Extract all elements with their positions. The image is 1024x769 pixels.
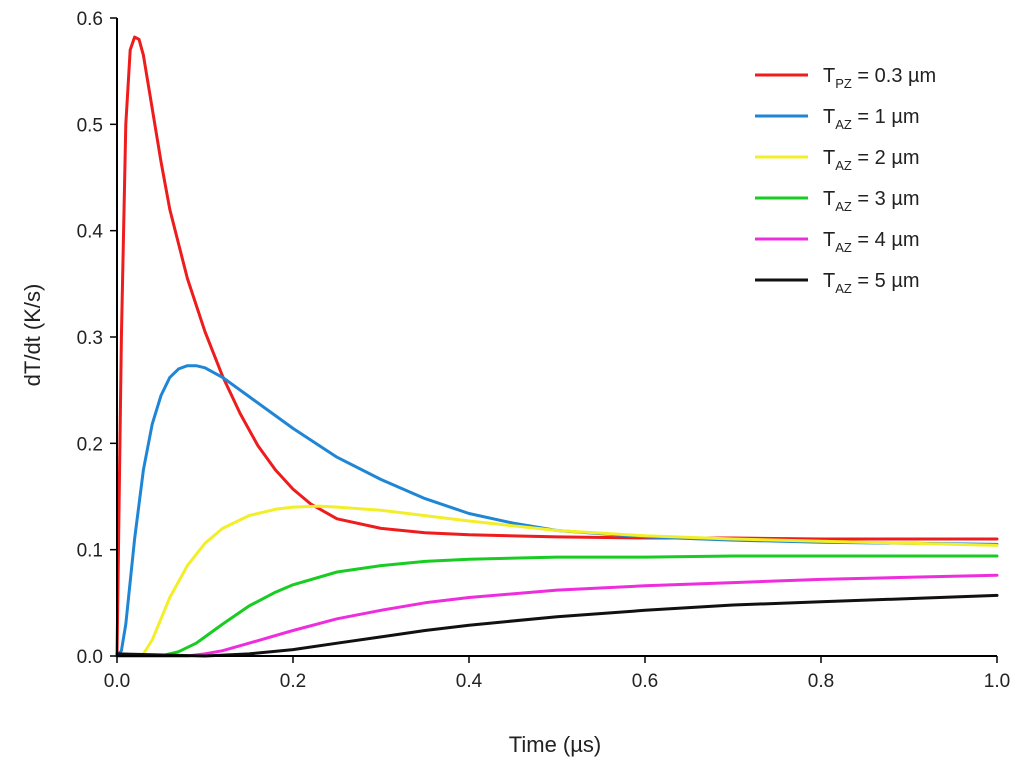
x-tick-label: 0.0 — [104, 671, 130, 692]
legend-label-5: TAZ = 4 µm — [823, 229, 920, 255]
x-tick-label: 0.8 — [808, 671, 834, 692]
legend-label-main: T — [823, 229, 835, 251]
legend-label-main: T — [823, 106, 835, 128]
legend-label-6: TAZ = 5 µm — [823, 270, 920, 296]
legend-label-subscript: AZ — [835, 281, 852, 296]
legend-label-main: T — [823, 147, 835, 169]
legend-label-rest: = 0.3 µm — [852, 65, 936, 87]
series-line-2 — [115, 364, 999, 658]
x-tick-label: 0.6 — [632, 671, 658, 692]
y-tick-label: 0.2 — [77, 434, 103, 455]
y-tick-label: 0.4 — [77, 222, 104, 243]
y-tick-label: 0.5 — [77, 115, 103, 136]
series-lines — [115, 35, 999, 658]
x-tick-label: 0.2 — [280, 671, 306, 692]
x-axis-title: Time (µs) — [509, 732, 602, 757]
x-tick-label: 0.4 — [456, 671, 483, 692]
legend-label-subscript: AZ — [835, 199, 852, 214]
legend-label-rest: = 2 µm — [852, 147, 920, 169]
x-tick-label: 1.0 — [984, 671, 1010, 692]
legend-label-3: TAZ = 2 µm — [823, 147, 920, 173]
series-line-6 — [115, 593, 999, 658]
legend-label-rest: = 3 µm — [852, 188, 920, 210]
legend-label-subscript: AZ — [835, 240, 852, 255]
legend-label-rest: = 1 µm — [852, 106, 920, 128]
y-tick-label: 0.3 — [77, 328, 103, 349]
y-axis-title: dT/dt (K/s) — [20, 284, 45, 387]
legend-label-rest: = 4 µm — [852, 229, 920, 251]
y-tick-label: 0.6 — [77, 9, 103, 30]
y-tick-label: 0.0 — [77, 647, 103, 668]
series-line-1 — [115, 35, 999, 658]
legend-label-subscript: AZ — [835, 117, 852, 132]
legend-label-rest: = 5 µm — [852, 270, 920, 292]
series-line-3 — [115, 504, 999, 658]
series-line-4 — [115, 554, 999, 658]
legend-label-main: T — [823, 65, 835, 87]
legend-label-main: T — [823, 188, 835, 210]
y-tick-label: 0.1 — [77, 541, 103, 562]
ticks: 0.0 0.2 0.4 0.6 0.8 1.0 0.0 0.1 0.2 0.3 0.4 0.5 0.6 — [77, 9, 1011, 692]
series-line-5 — [115, 573, 999, 658]
legend-label-2: TAZ = 1 µm — [823, 106, 920, 132]
legend-label-subscript: PZ — [835, 76, 852, 91]
legend-label-1: TPZ = 0.3 µm — [823, 65, 936, 91]
legend-label-main: T — [823, 270, 835, 292]
legend-label-subscript: AZ — [835, 158, 852, 173]
legend-label-4: TAZ = 3 µm — [823, 188, 920, 214]
